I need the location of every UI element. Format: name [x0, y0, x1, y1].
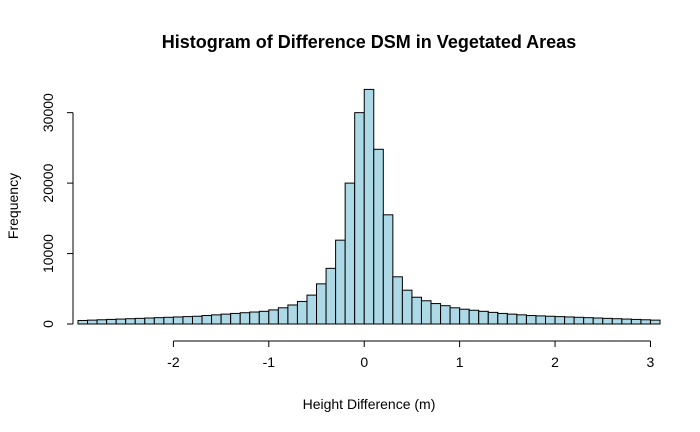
histogram-bar	[468, 309, 480, 325]
histogram-bar	[77, 319, 89, 325]
chart-title: Histogram of Difference DSM in Vegetated…	[162, 32, 576, 52]
histogram-bar	[106, 318, 117, 325]
histogram-bar	[115, 318, 127, 325]
histogram-bar	[449, 307, 461, 325]
histogram-bar	[487, 311, 499, 325]
histogram-bar	[211, 314, 222, 325]
x-tick-label: -2	[167, 354, 180, 370]
histogram-bar	[230, 312, 241, 325]
histogram-bar	[545, 315, 556, 325]
histogram-bar	[611, 318, 623, 325]
x-tick-label: -1	[263, 354, 276, 370]
histogram-bar	[191, 315, 203, 325]
histogram-bar	[296, 300, 308, 325]
histogram-bar	[478, 310, 489, 325]
histogram-bar	[201, 315, 213, 325]
y-tick-label: 20000	[40, 163, 56, 202]
histogram-bar	[602, 317, 613, 325]
x-tick-label: 2	[551, 354, 559, 370]
histogram-bar	[249, 311, 260, 325]
histogram-bar	[516, 314, 527, 325]
histogram-bar	[87, 319, 98, 325]
histogram-bar	[459, 308, 470, 325]
histogram-bar	[163, 316, 174, 325]
histogram-bar	[172, 316, 184, 325]
histogram-bar	[335, 239, 346, 325]
x-tick-label: 3	[647, 354, 655, 370]
x-axis-label: Height Difference (m)	[303, 396, 436, 412]
histogram-bar	[420, 300, 432, 325]
histogram-bar	[630, 318, 642, 325]
histogram-bar	[554, 316, 566, 325]
histogram-bar	[306, 294, 318, 325]
histogram-bar	[220, 313, 232, 325]
y-axis-label: Frequency	[5, 173, 21, 239]
histogram-bar	[382, 214, 394, 325]
histogram-bar	[592, 317, 604, 325]
y-tick-label: 10000	[40, 234, 56, 273]
bars-group	[77, 88, 661, 325]
histogram-bar	[316, 283, 327, 325]
histogram-bar	[621, 318, 632, 325]
histogram-bar	[182, 316, 193, 325]
y-tick-label: 0	[40, 320, 56, 328]
histogram-bar	[363, 88, 375, 325]
histogram-bar	[325, 267, 337, 325]
histogram-bar	[258, 310, 270, 325]
histogram-bar	[144, 317, 155, 325]
histogram-bar	[525, 315, 537, 325]
x-tick-label: 0	[360, 354, 368, 370]
histogram-bar	[573, 316, 585, 325]
histogram-bar	[373, 148, 384, 325]
histogram-bar	[497, 312, 508, 325]
y-axis: 0 10000 20000 30000	[40, 93, 74, 328]
histogram-bar	[125, 318, 136, 325]
histogram-bar	[344, 182, 356, 325]
histogram-bar	[440, 305, 451, 325]
x-axis: -2 -1 0 1 2 3	[167, 340, 655, 370]
histogram-bar	[640, 319, 651, 325]
histogram-bar	[287, 304, 298, 325]
histogram-bar	[239, 312, 251, 325]
histogram-bar	[96, 319, 108, 325]
histogram-bar	[268, 309, 279, 325]
histogram-bar	[411, 296, 422, 325]
histogram-bar	[153, 317, 165, 325]
histogram-bar	[430, 303, 442, 325]
histogram-bar	[277, 307, 289, 325]
histogram-bar	[354, 112, 365, 325]
histogram-bar	[564, 316, 575, 325]
histogram-bar	[401, 289, 413, 325]
y-tick-label: 30000	[40, 93, 56, 132]
histogram-bar	[392, 276, 403, 325]
x-tick-label: 1	[456, 354, 464, 370]
histogram-bar	[535, 315, 547, 325]
histogram-bar	[134, 317, 146, 325]
histogram-bar	[649, 319, 661, 325]
histogram-bar	[506, 313, 518, 325]
histogram-bar	[583, 317, 594, 325]
